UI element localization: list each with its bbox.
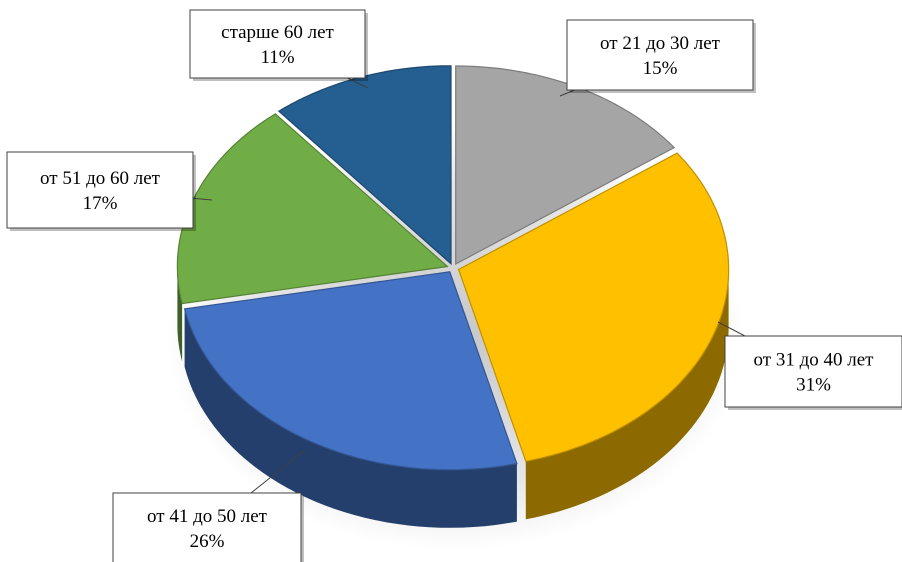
data-label-slice-51-60: от 51 до 60 лет 17% (6, 151, 213, 231)
slice-percent: 26% (190, 531, 225, 552)
pie-callouts: от 21 до 30 лет 15% от 31 до 40 лет 31% от 4… (6, 9, 902, 562)
slice-41-50 (183, 271, 518, 471)
data-label-slice-60-plus: старше 60 лет 11% (189, 9, 369, 89)
label-box (724, 335, 902, 408)
slice-label: от 51 до 60 лет (40, 168, 161, 189)
data-label-slice-21-30: от 21 до 30 лет 15% (559, 19, 756, 97)
data-label-slice-41-50: от 41 до 50 лет 26% (112, 449, 306, 562)
slice-percent: 17% (83, 193, 118, 214)
label-box (112, 492, 302, 562)
pie-sides (177, 266, 729, 528)
data-label-slice-31-40: от 31 до 40 лет 31% (717, 321, 902, 410)
slice-label: от 31 до 40 лет (754, 350, 875, 371)
slice-percent: 11% (260, 47, 294, 68)
slice-percent: 31% (796, 375, 831, 396)
slice-label: старше 60 лет (221, 22, 334, 43)
label-box (6, 151, 194, 229)
label-box (566, 19, 754, 91)
slice-41-50-side (184, 308, 517, 528)
slice-31-40 (457, 152, 730, 462)
slice-51-60-side (177, 266, 183, 362)
slice-label: от 21 до 30 лет (600, 33, 721, 54)
slice-percent: 15% (643, 58, 678, 79)
slice-label: от 41 до 50 лет (147, 506, 268, 527)
pie-tops (176, 65, 730, 471)
label-box (189, 9, 366, 79)
slice-31-40-side (525, 269, 729, 520)
